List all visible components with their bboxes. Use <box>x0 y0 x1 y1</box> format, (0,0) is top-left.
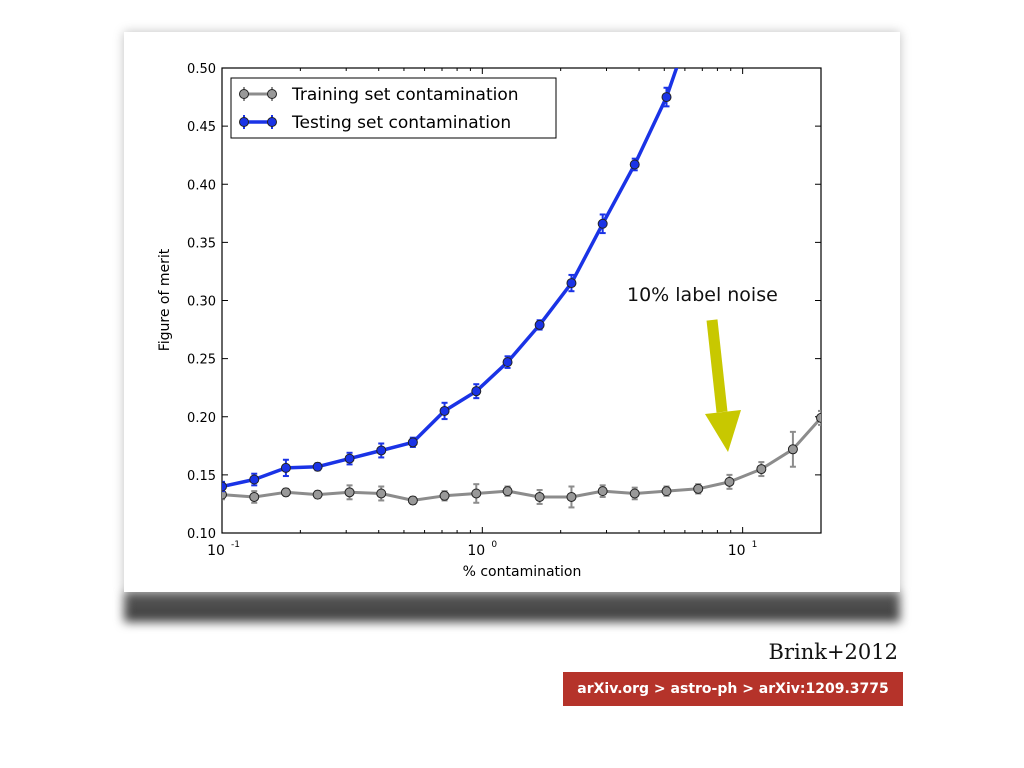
data-point-testing <box>312 461 323 472</box>
data-point-training <box>344 487 355 498</box>
contamination-chart: 0.100.150.200.250.300.350.400.450.50 10-… <box>157 29 822 580</box>
data-point-training <box>566 491 577 502</box>
data-point-training <box>439 490 450 501</box>
legend-label: Training set contamination <box>291 85 519 105</box>
data-point-testing <box>684 29 693 38</box>
data-point-training <box>816 412 821 423</box>
data-point-training <box>597 486 608 497</box>
x-tick-label: 10 <box>467 543 485 559</box>
data-point-testing <box>222 481 227 492</box>
data-point-testing <box>407 437 418 448</box>
y-tick-label: 0.25 <box>187 353 216 368</box>
annotation-arrow-icon <box>705 319 741 452</box>
data-point-training <box>629 488 640 499</box>
data-point-training <box>471 488 482 499</box>
data-point-training <box>787 444 798 455</box>
y-tick-label: 0.15 <box>187 469 216 484</box>
data-point-testing <box>344 453 355 464</box>
legend-marker <box>239 117 249 127</box>
data-point-testing <box>439 405 450 416</box>
data-point-training <box>502 486 513 497</box>
data-point-training <box>280 487 291 498</box>
data-point-testing <box>629 159 640 170</box>
legend-item-testing: Testing set contamination <box>239 113 511 133</box>
data-point-training <box>376 488 387 499</box>
annotation-label: 10% label noise <box>627 284 778 306</box>
legend-marker <box>239 89 249 99</box>
x-tick-exponent: -1 <box>231 540 240 550</box>
x-axis-label: % contamination <box>463 564 582 580</box>
y-axis-label: Figure of merit <box>157 248 173 351</box>
data-point-training <box>724 476 735 487</box>
citation: Brink+2012 <box>768 640 898 664</box>
data-point-training <box>407 495 418 506</box>
data-point-training <box>693 483 704 494</box>
data-point-training <box>222 489 227 500</box>
legend-marker <box>267 89 277 99</box>
y-tick-label: 0.35 <box>187 236 216 251</box>
data-point-testing <box>534 319 545 330</box>
data-point-training <box>249 491 260 502</box>
data-point-testing <box>661 92 672 103</box>
y-tick-label: 0.20 <box>187 411 216 426</box>
data-point-testing <box>597 218 608 229</box>
plot-frame <box>221 67 822 534</box>
series-testing <box>222 29 693 493</box>
series-training <box>222 409 821 509</box>
data-point-testing <box>471 386 482 397</box>
legend-marker <box>267 117 277 127</box>
data-point-testing <box>280 462 291 473</box>
y-axis: 0.10 0.15 0.20 0.25 0.30 0.35 0.40 0.45 0.50 <box>187 62 821 542</box>
y-tick-label: 0.50 <box>187 62 216 77</box>
data-point-testing <box>376 445 387 456</box>
data-point-testing <box>566 278 577 289</box>
legend: Training set contamination Testing set co… <box>230 77 557 139</box>
slide-shadow <box>124 592 900 622</box>
data-point-training <box>312 489 323 500</box>
y-tick-label: 0.30 <box>187 295 216 310</box>
x-tick-exponent: 1 <box>752 540 758 550</box>
data-point-training <box>534 491 545 502</box>
x-tick-label: 10 <box>207 543 225 559</box>
x-axis: 10 -1 10 0 10 1 <box>207 68 822 559</box>
legend-item-training: Training set contamination <box>239 85 519 105</box>
y-tick-label: 0.10 <box>187 527 216 542</box>
series-layer <box>222 29 821 509</box>
series-line-training <box>222 416 821 502</box>
legend-label: Testing set contamination <box>291 113 511 133</box>
arxiv-link[interactable]: arXiv.org > astro-ph > arXiv:1209.3775 <box>563 672 903 706</box>
y-tick-label: 0.40 <box>187 178 216 193</box>
x-tick-exponent: 0 <box>491 540 497 550</box>
x-tick-label: 10 <box>728 543 746 559</box>
data-point-testing <box>502 357 513 368</box>
series-line-testing <box>222 68 679 489</box>
legend-box <box>230 77 557 139</box>
data-point-training <box>661 486 672 497</box>
data-point-training <box>756 464 767 475</box>
data-point-testing <box>249 474 260 485</box>
y-tick-label: 0.45 <box>187 120 216 135</box>
